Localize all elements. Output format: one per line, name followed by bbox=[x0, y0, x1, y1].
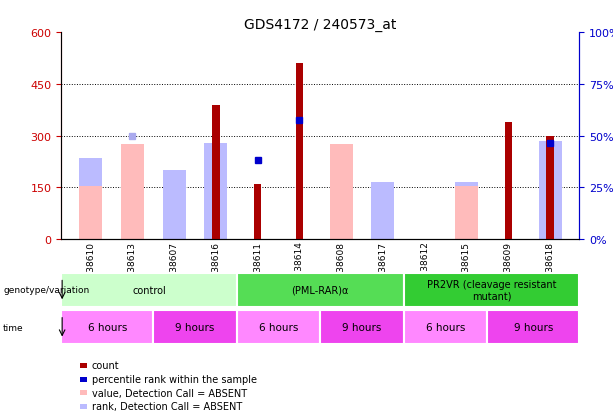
Bar bbox=[371, 183, 394, 240]
Bar bbox=[121, 145, 144, 240]
Bar bbox=[455, 186, 478, 240]
Bar bbox=[237, 311, 321, 344]
Bar bbox=[61, 311, 153, 344]
Text: 6 hours: 6 hours bbox=[88, 322, 127, 332]
Text: PR2VR (cleavage resistant
mutant): PR2VR (cleavage resistant mutant) bbox=[427, 279, 557, 301]
Bar bbox=[504, 123, 512, 240]
Bar bbox=[204, 143, 227, 240]
Bar bbox=[404, 311, 487, 344]
Bar bbox=[254, 185, 261, 240]
Text: rank, Detection Call = ABSENT: rank, Detection Call = ABSENT bbox=[92, 401, 242, 411]
Text: (PML-RAR)α: (PML-RAR)α bbox=[292, 285, 349, 295]
Text: genotype/variation: genotype/variation bbox=[3, 286, 89, 294]
Bar bbox=[321, 311, 404, 344]
Text: control: control bbox=[132, 285, 166, 295]
Text: 6 hours: 6 hours bbox=[259, 322, 298, 332]
Bar bbox=[79, 186, 102, 240]
Text: time: time bbox=[3, 323, 24, 332]
Bar bbox=[237, 273, 404, 307]
Text: 6 hours: 6 hours bbox=[426, 322, 465, 332]
Bar bbox=[295, 64, 303, 240]
Text: 9 hours: 9 hours bbox=[343, 322, 382, 332]
Text: 9 hours: 9 hours bbox=[175, 322, 215, 332]
Text: count: count bbox=[92, 361, 120, 370]
Bar bbox=[212, 105, 219, 240]
Text: value, Detection Call = ABSENT: value, Detection Call = ABSENT bbox=[92, 388, 247, 398]
Bar bbox=[546, 136, 554, 240]
Title: GDS4172 / 240573_at: GDS4172 / 240573_at bbox=[244, 18, 397, 32]
Text: 9 hours: 9 hours bbox=[514, 322, 553, 332]
Text: percentile rank within the sample: percentile rank within the sample bbox=[92, 374, 257, 384]
Bar bbox=[162, 171, 186, 240]
Bar bbox=[61, 273, 237, 307]
Bar bbox=[455, 183, 478, 240]
Bar bbox=[79, 159, 102, 240]
Bar bbox=[153, 311, 237, 344]
Bar bbox=[404, 273, 579, 307]
Bar bbox=[330, 145, 352, 240]
Bar bbox=[539, 142, 562, 240]
Bar bbox=[487, 311, 579, 344]
